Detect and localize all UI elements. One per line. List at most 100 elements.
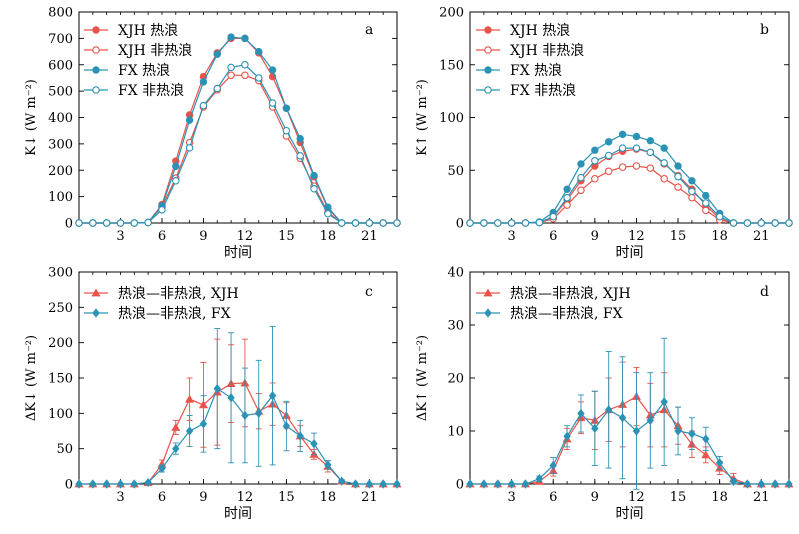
data-point xyxy=(255,47,263,56)
data-point xyxy=(172,162,180,170)
legend-marker xyxy=(92,86,100,94)
x-tick-label: 3 xyxy=(116,490,124,505)
y-tick-label: 300 xyxy=(48,266,73,281)
data-point xyxy=(618,144,627,152)
data-point xyxy=(604,151,613,160)
series-3 xyxy=(75,60,401,227)
series-line xyxy=(79,387,397,485)
data-point xyxy=(577,173,585,182)
x-axis-label: 时间 xyxy=(616,245,644,261)
legend-marker xyxy=(484,46,492,54)
y-tick-label: 50 xyxy=(56,442,73,457)
x-tick-label: 6 xyxy=(158,490,166,505)
data-point xyxy=(185,394,195,403)
data-point xyxy=(660,397,668,407)
data-point xyxy=(521,479,530,489)
series-2 xyxy=(466,130,793,227)
series-0 xyxy=(74,338,402,488)
data-point xyxy=(757,479,765,489)
x-tick-label: 18 xyxy=(320,490,337,505)
y-tick-label: 10 xyxy=(447,425,464,440)
data-point xyxy=(268,391,277,401)
data-point xyxy=(521,219,530,227)
data-point xyxy=(158,463,166,474)
x-tick-label: 3 xyxy=(507,490,515,505)
legend: 热浪—非热浪, XJH 热浪—非热浪, FX xyxy=(476,286,631,322)
data-point xyxy=(268,66,277,74)
y-tick-label: 100 xyxy=(439,111,464,126)
data-point xyxy=(563,201,571,209)
data-point xyxy=(605,405,613,415)
x-tick-label: 12 xyxy=(237,490,254,505)
y-tick-label: 600 xyxy=(48,58,73,73)
data-point xyxy=(743,479,752,489)
data-point xyxy=(199,78,208,86)
data-point xyxy=(674,183,682,191)
x-tick-label: 3 xyxy=(507,229,515,244)
data-point xyxy=(591,157,599,165)
y-tick-label: 150 xyxy=(439,58,464,73)
legend-label: 热浪—非热浪, XJH xyxy=(510,286,631,302)
data-point xyxy=(75,219,83,227)
y-tick-label: 200 xyxy=(48,164,73,179)
data-point xyxy=(75,479,83,489)
legend-label: XJH 非热浪 xyxy=(510,43,584,59)
plot-frame xyxy=(78,271,398,485)
series-line xyxy=(470,400,789,485)
series-3 xyxy=(466,144,793,227)
data-point xyxy=(604,167,613,176)
series-0 xyxy=(466,145,793,227)
y-tick-label: 150 xyxy=(48,372,73,387)
data-point xyxy=(660,144,668,152)
x-tick-label: 18 xyxy=(320,229,337,244)
panel-letter: d xyxy=(760,284,769,300)
x-tick-label: 21 xyxy=(753,490,770,505)
data-point xyxy=(688,187,696,196)
data-point xyxy=(379,479,387,489)
data-point xyxy=(365,219,374,227)
data-point xyxy=(701,450,711,459)
data-point xyxy=(130,479,138,489)
data-point xyxy=(213,84,222,93)
y-tick-label: 50 xyxy=(447,164,464,179)
data-point xyxy=(632,132,641,141)
data-point xyxy=(702,191,710,200)
legend-marker xyxy=(92,26,100,34)
y-tick-label: 30 xyxy=(447,319,464,334)
x-axis-label: 时间 xyxy=(616,506,644,522)
legend-label: FX 热浪 xyxy=(118,63,170,79)
panel-letter: b xyxy=(760,22,769,38)
data-point xyxy=(296,431,304,441)
chart-panel-c: 3 6 9 12 15 18 21 0 50 100 150 200 250 300 时间 ΔK↓ (W m⁻… xyxy=(24,266,402,522)
x-tick-label: 15 xyxy=(670,229,687,244)
data-point xyxy=(324,210,332,218)
data-point xyxy=(577,186,585,195)
y-axis-label: ΔK↑ (W m⁻²) xyxy=(415,335,430,421)
data-point xyxy=(785,219,793,227)
data-point xyxy=(674,162,682,170)
legend-label: 热浪—非热浪, XJH xyxy=(118,286,239,302)
x-tick-label: 3 xyxy=(116,229,124,244)
data-point xyxy=(549,460,557,471)
y-tick-label: 700 xyxy=(48,32,73,47)
data-point xyxy=(351,219,360,227)
data-point xyxy=(310,439,318,449)
data-point xyxy=(310,184,318,193)
legend-label: FX 热浪 xyxy=(510,63,562,79)
y-tick-label: 800 xyxy=(48,6,73,21)
data-point xyxy=(535,218,544,227)
data-point xyxy=(743,219,752,227)
data-point xyxy=(715,212,724,221)
y-tick-label: 0 xyxy=(65,478,73,493)
y-tick-label: 250 xyxy=(48,301,73,316)
data-point xyxy=(591,423,599,433)
panel-letter: c xyxy=(365,284,373,300)
chart-panel-a: 3 6 9 12 15 18 21 0 100 200 300 400 500 600 700 800 时间 K↓… xyxy=(24,6,401,261)
legend-marker xyxy=(483,288,493,297)
legend-marker xyxy=(484,86,492,94)
data-point xyxy=(591,174,599,183)
data-point xyxy=(241,34,249,43)
x-tick-label: 12 xyxy=(628,229,645,244)
data-point xyxy=(213,384,221,394)
